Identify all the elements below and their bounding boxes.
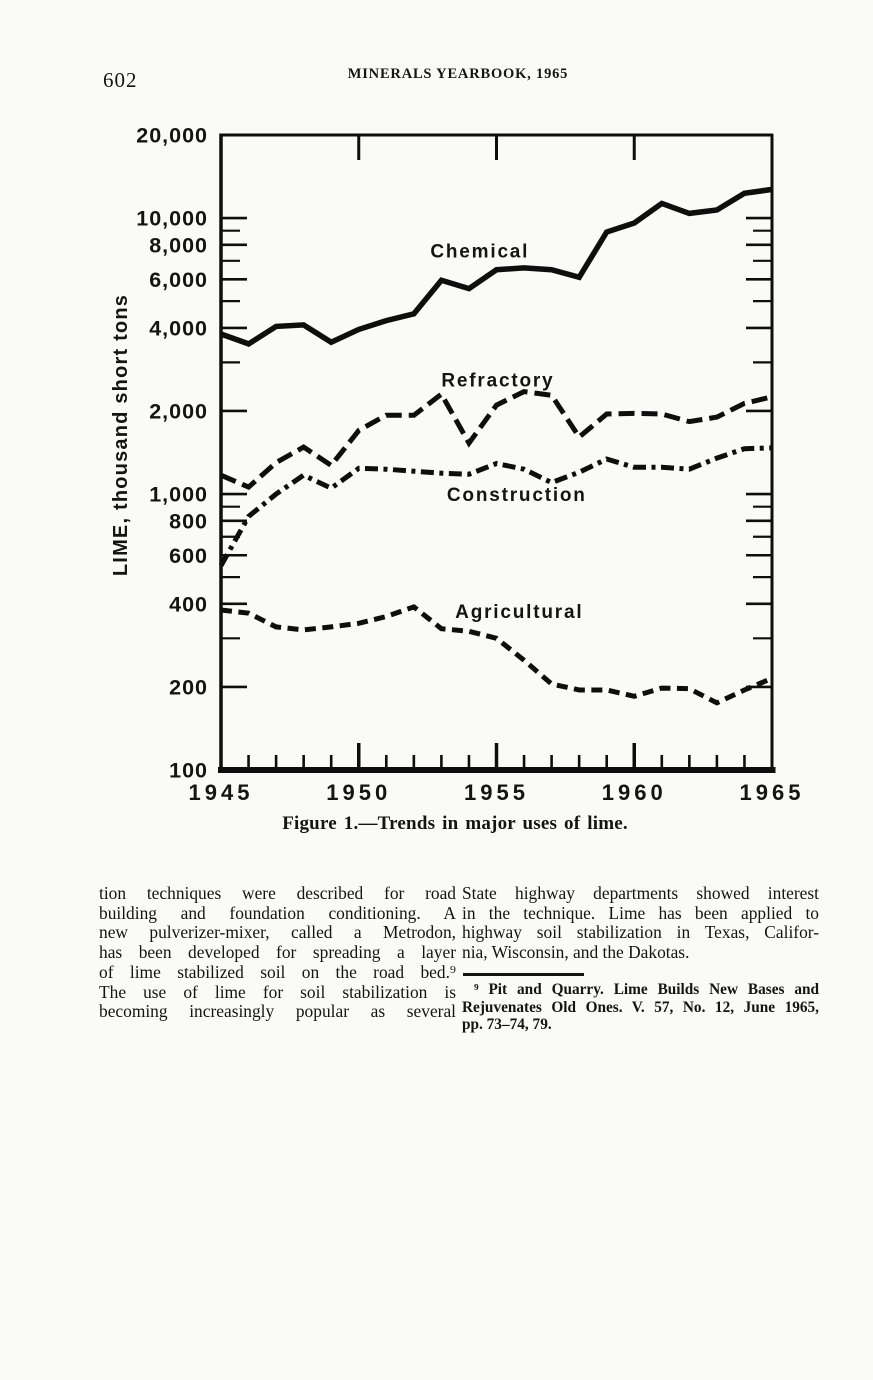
series-line-construction xyxy=(218,445,773,567)
x-tick-label: 1945 xyxy=(189,780,254,805)
x-tick-label: 1965 xyxy=(740,780,805,805)
y-tick-label: 800 xyxy=(169,509,208,533)
text-line: tion techniques were described for road xyxy=(99,883,456,903)
running-header-title: MINERALS YEARBOOK, 1965 xyxy=(347,66,569,82)
text-line: State highway departments showed interes… xyxy=(462,883,819,903)
page-number: 602 xyxy=(103,68,138,92)
text-line: becoming increasingly popular as several xyxy=(99,1001,456,1022)
series-label-refractory: Refractory xyxy=(441,371,554,392)
footnote-rule xyxy=(463,973,584,976)
x-tick-label: 1950 xyxy=(326,780,391,805)
text-line: Rejuvenates Old Ones. V. 57, No. 12, Jun… xyxy=(462,998,819,1016)
series-line-agricultural xyxy=(220,604,773,706)
y-tick-label: 200 xyxy=(169,675,208,699)
y-tick-label: 8,000 xyxy=(149,233,208,257)
text-line: of lime stabilized soil on the road bed.… xyxy=(99,961,456,982)
x-tick-label: 1960 xyxy=(602,780,667,805)
text-line: in the technique. Lime has been applied … xyxy=(462,902,819,923)
series-label-agricultural: Agricultural xyxy=(455,602,583,623)
body-left-column: tion techniques were described for road b… xyxy=(99,883,456,1022)
text-line: ⁹ Pit and Quarry. Lime Builds New Bases … xyxy=(474,981,819,998)
text-line: building and foundation conditioning. A xyxy=(99,902,456,923)
body-right-column: State highway departments showed interes… xyxy=(462,883,819,963)
series-line-refractory xyxy=(220,389,773,491)
y-tick-label: 1,000 xyxy=(149,483,208,507)
y-tick-label: 20,000 xyxy=(136,124,208,148)
figure-caption: Figure 1.—Trends in major uses of lime. xyxy=(282,813,628,834)
text-line: new pulverizer-mixer, called a Metrodon, xyxy=(99,922,456,943)
series-line-chemical xyxy=(220,186,773,347)
y-tick-label: 4,000 xyxy=(149,316,208,340)
text-line: nia, Wisconsin, and the Dakotas. xyxy=(462,942,690,963)
text-line: pp. 73–74, 79. xyxy=(462,1016,552,1034)
footnote: ⁹ Pit and Quarry. Lime Builds New Bases … xyxy=(462,981,819,1034)
text-line: has been developed for spreading a layer xyxy=(99,942,456,963)
y-axis-title: LIME, thousand short tons xyxy=(110,294,132,576)
y-tick-label: 600 xyxy=(169,544,208,568)
y-tick-label: 10,000 xyxy=(136,207,208,231)
series-label-construction: Construction xyxy=(447,485,587,506)
text-line: The use of lime for soil stabilization i… xyxy=(99,981,456,1002)
series-label-chemical: Chemical xyxy=(430,241,529,262)
y-tick-label: 100 xyxy=(169,759,208,783)
y-tick-label: 400 xyxy=(169,592,208,616)
y-tick-label: 2,000 xyxy=(149,399,208,423)
x-tick-label: 1955 xyxy=(464,780,529,805)
y-tick-label: 6,000 xyxy=(149,268,208,292)
text-line: highway soil stabilization in Texas, Cal… xyxy=(462,922,819,943)
